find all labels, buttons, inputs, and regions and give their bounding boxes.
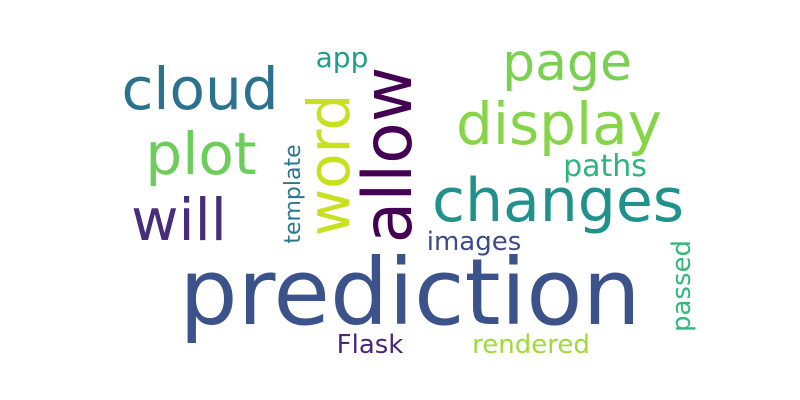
- word-allow: allow: [349, 66, 428, 244]
- word-prediction: prediction: [179, 239, 641, 346]
- word-word: word: [295, 93, 363, 237]
- word-will: will: [131, 186, 227, 254]
- word-display: display: [456, 90, 662, 158]
- word-template: template: [281, 144, 306, 244]
- word-rendered: rendered: [472, 330, 590, 360]
- word-page: page: [502, 33, 632, 93]
- word-paths: paths: [563, 149, 647, 184]
- word-passed: passed: [667, 239, 697, 333]
- word-plot: plot: [145, 120, 257, 188]
- word-changes: changes: [431, 166, 685, 236]
- word-app: app: [315, 41, 369, 74]
- word-cloud: cloud: [121, 55, 279, 123]
- word-Flask: Flask: [336, 330, 404, 360]
- word-images: images: [426, 227, 522, 257]
